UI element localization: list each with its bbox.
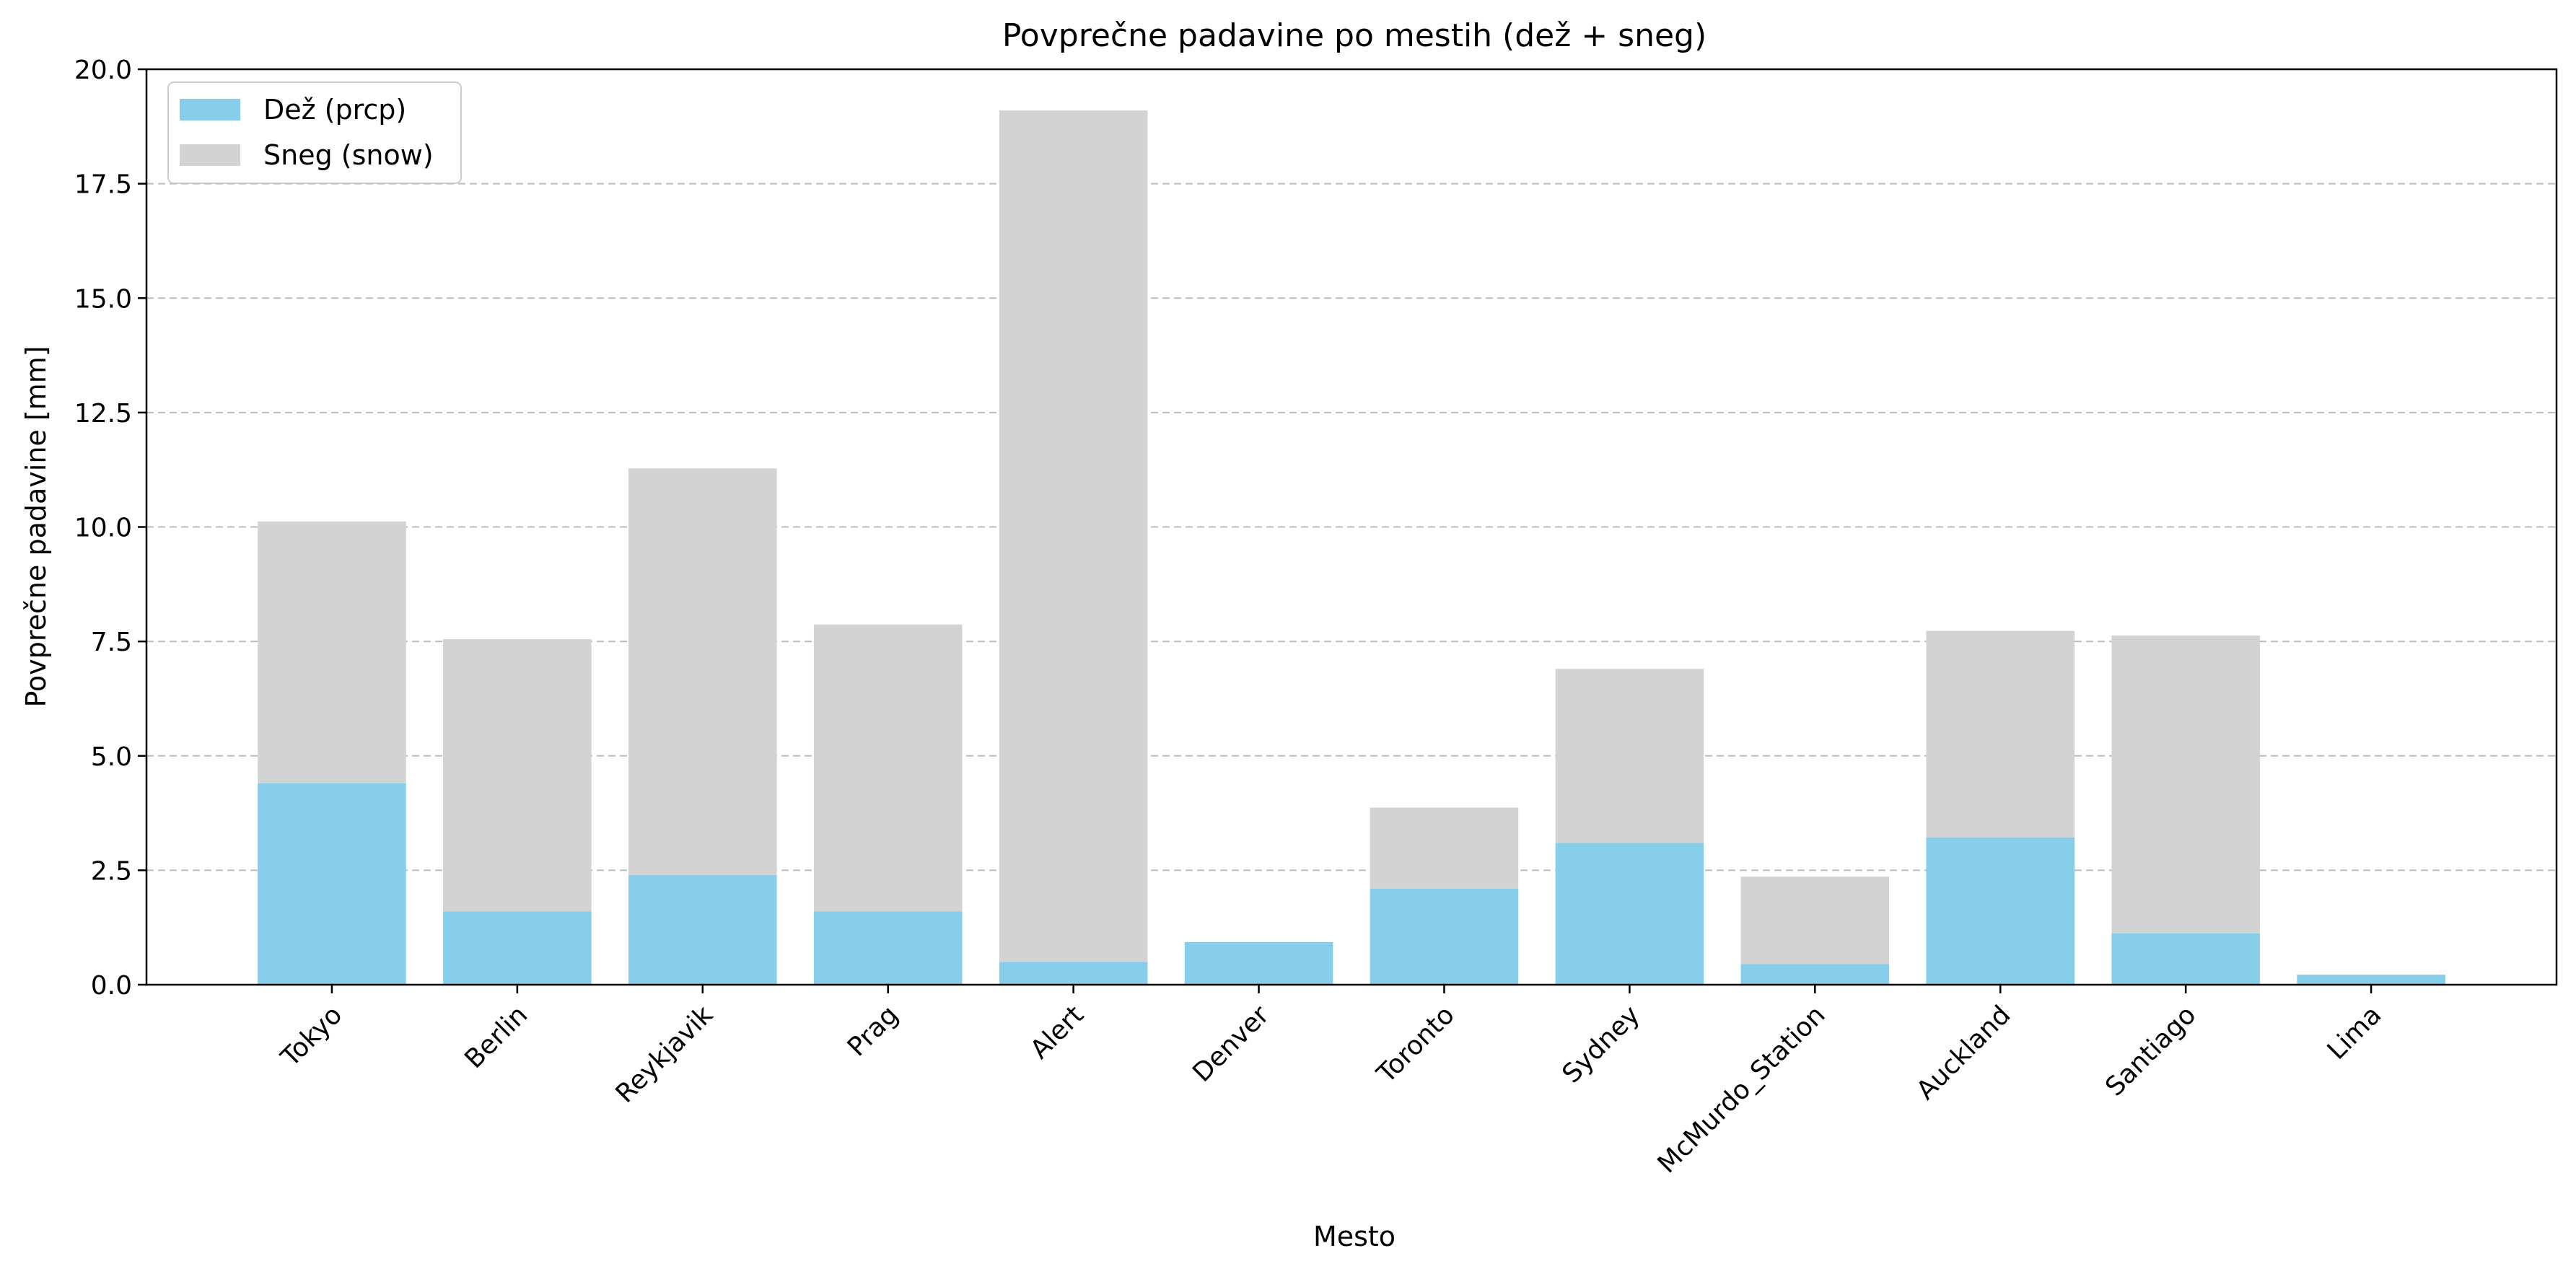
y-tick-label: 12.5: [74, 399, 132, 429]
y-tick-label: 10.0: [74, 514, 132, 543]
bar-snow: [1555, 669, 1704, 843]
bar-rain: [999, 962, 1148, 985]
bars: [258, 110, 2445, 985]
bar-snow: [999, 110, 1148, 962]
x-axis-label: Mesto: [1313, 1221, 1396, 1252]
legend-swatch-rain: [180, 99, 240, 120]
bar-rain: [2297, 975, 2445, 985]
bar-rain: [2111, 933, 2260, 985]
bar-snow: [1926, 631, 2075, 838]
legend-frame: [167, 82, 462, 184]
y-tick-label: 7.5: [91, 628, 132, 657]
bar-snow: [1740, 877, 1890, 965]
legend-swatch-snow: [180, 144, 240, 166]
bar-snow: [628, 468, 777, 875]
bar-rain: [1926, 837, 2075, 985]
legend: Dež (prcp) Sneg (snow): [167, 82, 462, 184]
bar-snow: [443, 638, 592, 912]
bar-rain: [1740, 964, 1890, 985]
bar-rain: [258, 783, 406, 985]
bar-rain: [443, 911, 592, 985]
legend-label-rain: Dež (prcp): [263, 94, 406, 126]
y-tick-label: 5.0: [91, 742, 132, 772]
y-axis-label: Povprečne padavine [mm]: [20, 346, 52, 707]
legend-label-snow: Sneg (snow): [263, 139, 434, 171]
bar-snow: [1370, 807, 1519, 889]
y-tick-label: 20.0: [74, 56, 132, 85]
bar-rain: [628, 874, 777, 985]
chart-title: Povprečne padavine po mestih (dež + sneg…: [1002, 17, 1707, 54]
bar-rain: [1370, 888, 1519, 985]
bar-snow: [813, 624, 963, 912]
bar-rain: [813, 911, 963, 985]
y-axis-ticks: 0.0 2.5 5.0 7.5 10.0 12.5 15.0 17.5 20.0: [74, 56, 146, 1001]
y-tick-label: 15.0: [74, 284, 132, 314]
bar-rain: [1184, 941, 1333, 985]
y-tick-label: 17.5: [74, 170, 132, 200]
bar-snow: [258, 521, 406, 783]
bar-snow: [2111, 635, 2260, 933]
y-tick-label: 2.5: [91, 856, 132, 886]
y-gridlines: [146, 183, 2557, 871]
bar-rain: [1555, 843, 1704, 985]
y-tick-label: 0.0: [91, 971, 132, 1001]
